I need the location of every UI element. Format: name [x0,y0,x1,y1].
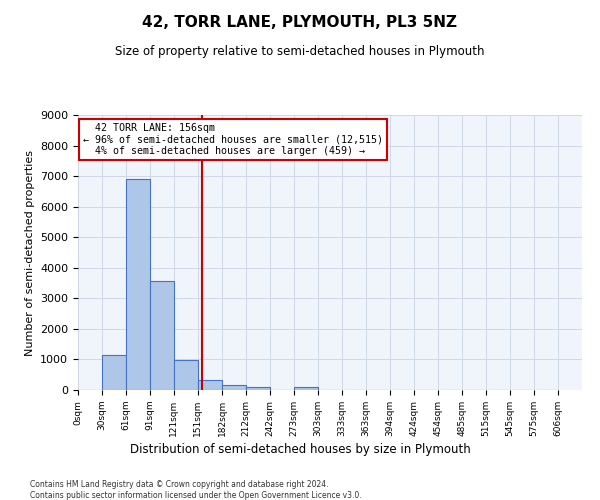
Bar [246,386,270,390]
Bar [102,355,127,390]
Bar [127,179,150,390]
Bar [222,385,246,390]
Text: Contains HM Land Registry data © Crown copyright and database right 2024.: Contains HM Land Registry data © Crown c… [30,480,329,489]
Bar [150,281,174,390]
Y-axis label: Number of semi-detached properties: Number of semi-detached properties [25,150,35,356]
Bar [295,388,318,390]
Text: 42 TORR LANE: 156sqm  
← 96% of semi-detached houses are smaller (12,515)
  4% o: 42 TORR LANE: 156sqm ← 96% of semi-detac… [83,123,383,156]
Text: Distribution of semi-detached houses by size in Plymouth: Distribution of semi-detached houses by … [130,442,470,456]
Text: Size of property relative to semi-detached houses in Plymouth: Size of property relative to semi-detach… [115,45,485,58]
Bar [197,380,222,390]
Text: 42, TORR LANE, PLYMOUTH, PL3 5NZ: 42, TORR LANE, PLYMOUTH, PL3 5NZ [143,15,458,30]
Text: Contains public sector information licensed under the Open Government Licence v3: Contains public sector information licen… [30,491,362,500]
Bar [174,360,197,390]
